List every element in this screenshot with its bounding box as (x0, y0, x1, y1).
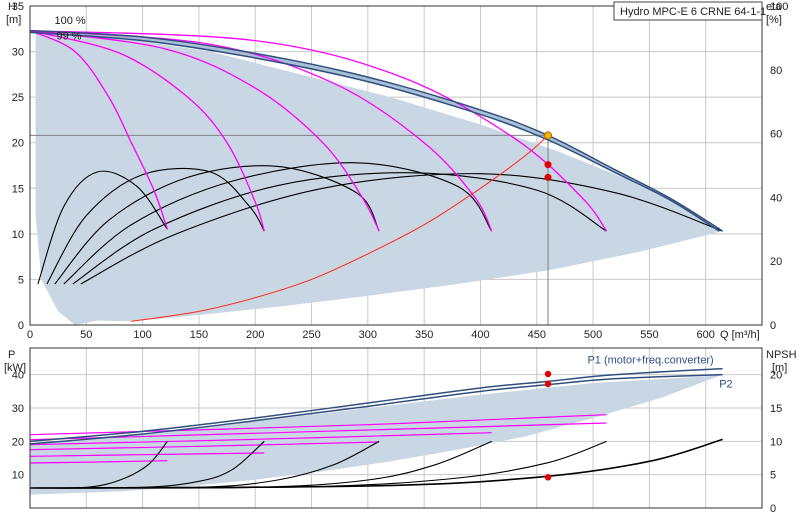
power-frame (29, 347, 763, 509)
head-duty-point-3 (544, 173, 552, 181)
head-tick-label: 35 (12, 1, 24, 13)
flow-tick-label: 400 (471, 329, 489, 341)
speed-curve-1 (29, 30, 169, 230)
flow-tick-label: 300 (359, 329, 377, 341)
head-envelope (35, 30, 723, 325)
pump-curve-3 (54, 165, 380, 285)
pump-curve-5 (72, 172, 607, 285)
head-tick-label: 0 (18, 320, 24, 332)
flow-tick-label: 100 (133, 329, 151, 341)
eta-tick-label: 20 (770, 256, 782, 268)
speed-curve-2 (29, 29, 265, 232)
npsh-axis-title: NPSH (766, 349, 797, 361)
head-tick-label: 20 (12, 138, 24, 150)
speed-power-2 (29, 452, 265, 457)
eta-axis-title: eta (766, 1, 782, 13)
tick-labels: 0 50 100 150 200 250 300 350 400 450 500 550 6000510… (12, 1, 789, 515)
max-curve-1 (29, 29, 723, 232)
speed-power-6 (29, 414, 607, 436)
head-duty-point-2 (544, 161, 552, 169)
power-max-curve-2 (29, 373, 723, 445)
power-tick-label: 30 (12, 403, 24, 415)
pump-curve-4 (63, 162, 493, 285)
npsh-curve-6 (29, 438, 723, 489)
title-box (613, 1, 763, 21)
eta-axis-unit: [%] (766, 14, 782, 26)
power-axis-unit: [kW] (4, 362, 26, 374)
head-axis-title: H (8, 1, 16, 13)
flow-tick-label: 600 (697, 329, 715, 341)
speed-curve-5 (29, 29, 608, 232)
npsh-axis-unit: [m] (772, 362, 787, 374)
flow-tick-label: 550 (640, 329, 658, 341)
flow-axis-title: Q [m³/h] (720, 329, 760, 341)
power-max-curve-1 (29, 367, 723, 443)
label-p1: P1 (motor+freq.converter) (587, 355, 713, 367)
flow-tick-label: 150 (190, 329, 208, 341)
head-frame (29, 5, 763, 326)
power-tick-label: 20 (12, 436, 24, 448)
pump-curve-1 (37, 170, 168, 285)
speed-curve-3 (29, 29, 380, 232)
head-tick-label: 10 (12, 229, 24, 241)
head-plot (29, 29, 723, 325)
eta-tick-label: 80 (770, 65, 782, 77)
power-duty-point-3 (544, 474, 552, 481)
npsh-tick-label: 15 (770, 403, 782, 415)
head-tick-label: 25 (12, 92, 24, 104)
npsh-tick-label: 10 (770, 436, 782, 448)
annotation-100-percent: 100 % (55, 15, 86, 27)
head-tick-label: 15 (12, 183, 24, 195)
pump-curve-6 (80, 173, 723, 285)
chart-title: Hydro MPC-E 6 CRNE 64-1-1 (620, 6, 766, 18)
power-tick-label: 40 (12, 370, 24, 382)
eta-tick-label: 40 (770, 192, 782, 204)
eta-tick-label: 0 (770, 320, 776, 332)
npsh-tick-label: 20 (770, 370, 782, 382)
power-duty-point-1 (544, 370, 552, 378)
label-p2: P2 (719, 378, 732, 390)
flow-tick-label: 350 (415, 329, 433, 341)
flow-tick-label: 50 (80, 329, 92, 341)
power-duty-point-2 (544, 380, 552, 388)
power-tick-label: 10 (12, 470, 24, 482)
max-curve-2 (29, 31, 720, 232)
eta-tick-label: 100 (770, 1, 788, 13)
system-curve (131, 135, 549, 322)
eta-tick-label: 60 (770, 129, 782, 141)
flow-tick-label: 200 (246, 329, 264, 341)
head-tick-label: 5 (18, 274, 24, 286)
head-tick-label: 30 (12, 47, 24, 59)
speed-power-4 (29, 432, 492, 446)
power-plot (29, 367, 723, 495)
npsh-tick-label: 0 (770, 503, 776, 515)
flow-tick-label: 500 (584, 329, 602, 341)
flow-tick-label: 0 (27, 329, 33, 341)
head-axis-unit: [m] (6, 14, 21, 26)
flow-tick-label: 450 (528, 329, 546, 341)
npsh-tick-label: 5 (770, 470, 776, 482)
head-duty-point-1 (544, 131, 553, 140)
power-axis-title: P (8, 349, 15, 361)
speed-power-3 (29, 441, 380, 451)
power-envelope (30, 374, 723, 495)
axes (29, 5, 763, 509)
annotation-99-percent: 99 % (57, 30, 82, 42)
flow-tick-label: 250 (302, 329, 320, 341)
